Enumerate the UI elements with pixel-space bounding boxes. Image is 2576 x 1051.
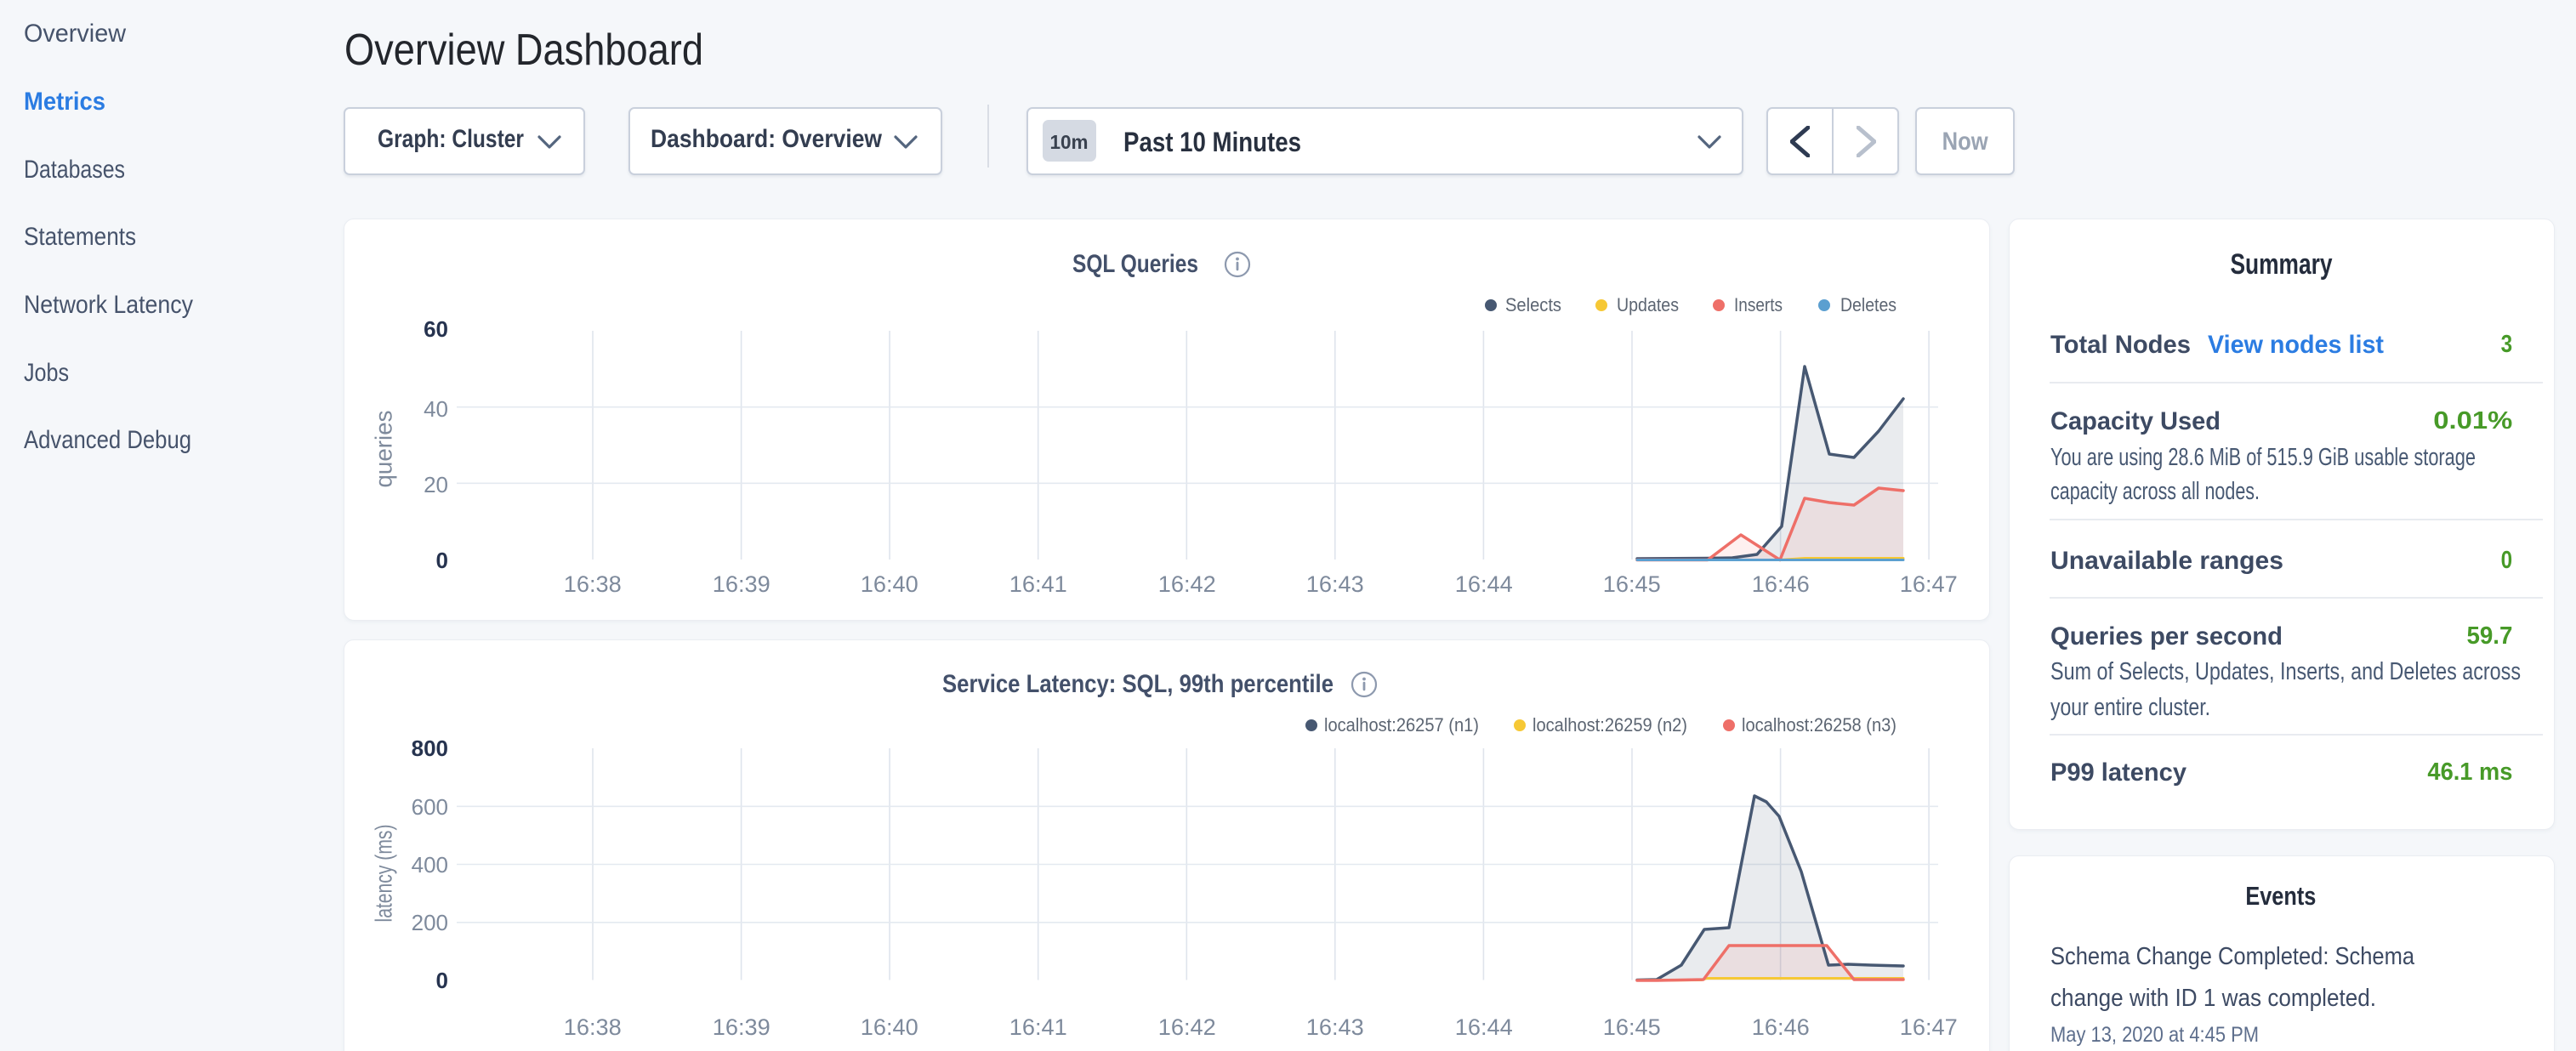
svg-text:queries: queries — [371, 411, 397, 488]
svg-text:latency (ms): latency (ms) — [371, 825, 397, 923]
